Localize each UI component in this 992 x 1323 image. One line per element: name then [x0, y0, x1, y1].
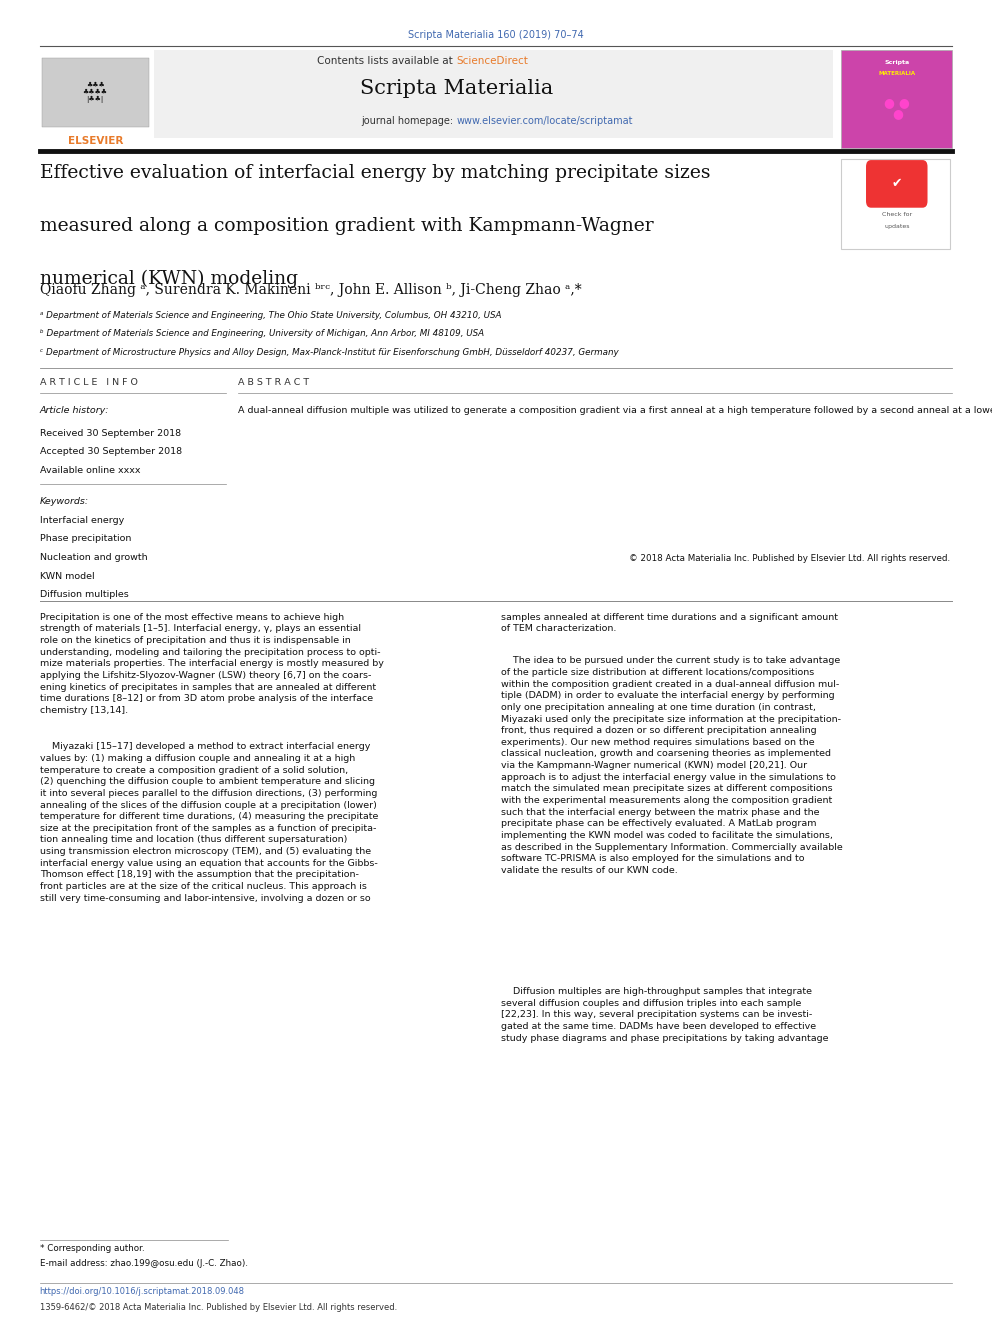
FancyBboxPatch shape	[841, 159, 950, 249]
Text: https://doi.org/10.1016/j.scriptamat.2018.09.048: https://doi.org/10.1016/j.scriptamat.201…	[40, 1287, 245, 1297]
Text: ♣♣♣
♣♣♣♣
|♣♣|: ♣♣♣ ♣♣♣♣ |♣♣|	[82, 82, 108, 103]
Text: Diffusion multiples are high-throughput samples that integrate
several diffusion: Diffusion multiples are high-throughput …	[501, 987, 828, 1043]
Text: Article history:: Article history:	[40, 406, 109, 415]
FancyBboxPatch shape	[42, 58, 149, 127]
Text: Effective evaluation of interfacial energy by matching precipitate sizes: Effective evaluation of interfacial ener…	[40, 164, 710, 183]
Text: MATERIALIA: MATERIALIA	[878, 71, 916, 77]
Text: Keywords:: Keywords:	[40, 497, 89, 507]
Text: * Corresponding author.: * Corresponding author.	[40, 1244, 144, 1253]
Text: Interfacial energy: Interfacial energy	[40, 516, 124, 525]
Text: Scripta Materialia: Scripta Materialia	[360, 79, 553, 98]
Text: A R T I C L E   I N F O: A R T I C L E I N F O	[40, 378, 138, 388]
Text: Miyazaki [15–17] developed a method to extract interfacial energy
values by: (1): Miyazaki [15–17] developed a method to e…	[40, 742, 378, 902]
Text: ✔: ✔	[892, 177, 902, 191]
FancyBboxPatch shape	[40, 49, 154, 148]
Text: Check for: Check for	[882, 212, 912, 217]
Text: ● ●
 ●: ● ● ●	[884, 97, 910, 120]
Text: ScienceDirect: ScienceDirect	[456, 56, 528, 66]
FancyBboxPatch shape	[154, 50, 833, 138]
Text: E-mail address: zhao.199@osu.edu (J.-C. Zhao).: E-mail address: zhao.199@osu.edu (J.-C. …	[40, 1259, 248, 1269]
Text: Available online xxxx: Available online xxxx	[40, 466, 140, 475]
Text: Precipitation is one of the most effective means to achieve high
strength of mat: Precipitation is one of the most effecti…	[40, 613, 384, 714]
Text: Scripta Materialia 160 (2019) 70–74: Scripta Materialia 160 (2019) 70–74	[408, 30, 584, 41]
Text: Diffusion multiples: Diffusion multiples	[40, 590, 128, 599]
Text: KWN model: KWN model	[40, 572, 94, 581]
Text: Qiaofu Zhang ᵃ, Surendra K. Makineni ᵇʳᶜ, John E. Allison ᵇ, Ji-Cheng Zhao ᵃ,*: Qiaofu Zhang ᵃ, Surendra K. Makineni ᵇʳᶜ…	[40, 283, 581, 298]
Text: ᵇ Department of Materials Science and Engineering, University of Michigan, Ann A: ᵇ Department of Materials Science and En…	[40, 329, 484, 339]
Text: measured along a composition gradient with Kampmann-Wagner: measured along a composition gradient wi…	[40, 217, 654, 235]
Text: Accepted 30 September 2018: Accepted 30 September 2018	[40, 447, 182, 456]
Text: Received 30 September 2018: Received 30 September 2018	[40, 429, 181, 438]
Text: journal homepage:: journal homepage:	[361, 116, 456, 127]
Text: Scripta: Scripta	[884, 60, 910, 65]
Text: numerical (KWN) modeling: numerical (KWN) modeling	[40, 270, 298, 288]
FancyBboxPatch shape	[866, 160, 928, 208]
Text: www.elsevier.com/locate/scriptamat: www.elsevier.com/locate/scriptamat	[456, 116, 633, 127]
Text: Contents lists available at: Contents lists available at	[317, 56, 456, 66]
FancyBboxPatch shape	[841, 50, 952, 148]
Text: Nucleation and growth: Nucleation and growth	[40, 553, 147, 562]
Text: Phase precipitation: Phase precipitation	[40, 534, 131, 544]
Text: The idea to be pursued under the current study is to take advantage
of the parti: The idea to be pursued under the current…	[501, 656, 843, 875]
Text: ᵃ Department of Materials Science and Engineering, The Ohio State University, Co: ᵃ Department of Materials Science and En…	[40, 311, 501, 320]
Text: © 2018 Acta Materialia Inc. Published by Elsevier Ltd. All rights reserved.: © 2018 Acta Materialia Inc. Published by…	[629, 554, 950, 564]
Text: A dual-anneal diffusion multiple was utilized to generate a composition gradient: A dual-anneal diffusion multiple was uti…	[238, 406, 992, 415]
Text: A B S T R A C T: A B S T R A C T	[238, 378, 310, 388]
Text: ᶜ Department of Microstructure Physics and Alloy Design, Max-Planck-Institut für: ᶜ Department of Microstructure Physics a…	[40, 348, 618, 357]
Text: 1359-6462/© 2018 Acta Materialia Inc. Published by Elsevier Ltd. All rights rese: 1359-6462/© 2018 Acta Materialia Inc. Pu…	[40, 1303, 397, 1312]
Text: ELSEVIER: ELSEVIER	[67, 136, 123, 147]
Text: updates: updates	[884, 224, 910, 229]
Text: samples annealed at different time durations and a significant amount
of TEM cha: samples annealed at different time durat…	[501, 613, 838, 634]
